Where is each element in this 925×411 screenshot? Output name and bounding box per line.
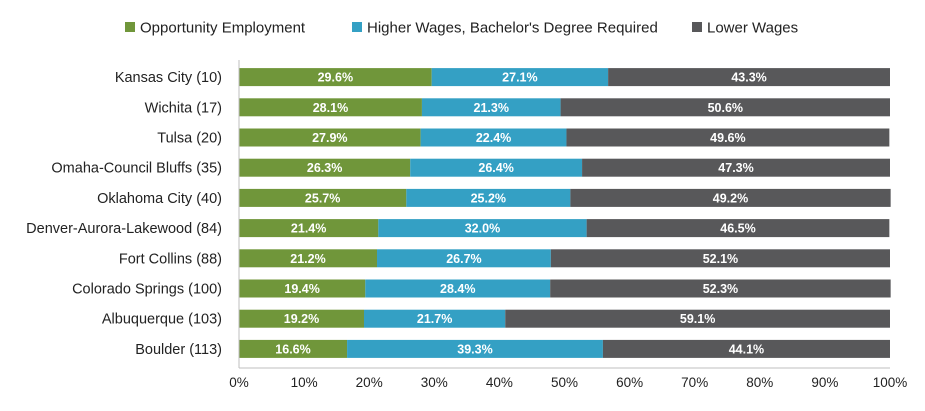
bar-segment: [550, 279, 891, 298]
legend-label: Opportunity Employment: [140, 20, 306, 37]
data-label: 32.0%: [465, 222, 500, 236]
bar-segment: [239, 158, 411, 177]
category-label: Omaha-Council Bluffs (35): [51, 161, 222, 177]
data-label: 28.4%: [440, 282, 475, 296]
x-tick-label: 10%: [291, 375, 318, 390]
data-label: 19.4%: [284, 282, 319, 296]
x-tick-label: 90%: [811, 375, 838, 390]
bar-segment: [347, 339, 603, 358]
data-label: 39.3%: [457, 342, 492, 356]
bar-segment: [239, 279, 366, 298]
bar-segment: [377, 249, 551, 268]
bar-segment: [421, 98, 561, 117]
x-tick-label: 30%: [421, 375, 448, 390]
data-label: 59.1%: [680, 312, 715, 326]
data-label: 21.2%: [290, 252, 325, 266]
legend: Opportunity Employment Higher Wages, Bach…: [125, 20, 798, 37]
bar-segment: [586, 219, 890, 238]
data-label: 47.3%: [718, 161, 753, 175]
x-tick-label: 20%: [356, 375, 383, 390]
bar-segment: [239, 128, 421, 147]
x-tick-label: 80%: [746, 375, 773, 390]
data-label: 52.3%: [703, 282, 738, 296]
legend-label: Lower Wages: [707, 20, 798, 37]
data-label: 25.7%: [305, 191, 340, 205]
bar-segment: [239, 219, 379, 238]
data-label: 50.6%: [708, 101, 743, 115]
bar-segment: [505, 309, 890, 328]
category-label: Wichita (17): [145, 100, 222, 116]
data-label: 22.4%: [476, 131, 511, 145]
bar-segment: [420, 128, 567, 147]
data-label: 26.4%: [478, 161, 513, 175]
data-label: 27.9%: [312, 131, 347, 145]
data-label: 49.2%: [713, 191, 748, 205]
x-tick-label: 70%: [681, 375, 708, 390]
bar-segment: [363, 309, 506, 328]
bar-segment: [239, 188, 407, 207]
data-label: 52.1%: [703, 252, 738, 266]
category-label: Kansas City (10): [115, 70, 222, 86]
bars: 29.6% 27.1% 43.3% 28.1% 21.3% 50.6% 27.9% 22.4%…: [239, 68, 891, 358]
bar-segment: [239, 68, 432, 87]
data-label: 21.3%: [474, 101, 509, 115]
data-label: 19.2%: [284, 312, 319, 326]
data-label: 28.1%: [313, 101, 348, 115]
category-label: Fort Collins (88): [119, 251, 222, 267]
bar-segment: [239, 309, 364, 328]
bar-segment: [570, 188, 891, 207]
data-label: 29.6%: [318, 71, 353, 85]
category-label: Colorado Springs (100): [72, 282, 222, 298]
category-label: Denver-Aurora-Lakewood (84): [26, 221, 222, 237]
legend-label: Higher Wages, Bachelor's Degree Required: [367, 20, 658, 37]
bar-segment: [602, 339, 890, 358]
data-label: 27.1%: [502, 71, 537, 85]
bar-segment: [582, 158, 890, 177]
bar-segment: [239, 249, 378, 268]
x-tick-label: 60%: [616, 375, 643, 390]
data-label: 25.2%: [471, 191, 506, 205]
data-label: 26.3%: [307, 161, 342, 175]
data-label: 46.5%: [720, 222, 755, 236]
category-label: Boulder (113): [135, 342, 222, 358]
data-label: 49.6%: [710, 131, 745, 145]
x-tick-label: 0%: [229, 375, 249, 390]
legend-swatch: [125, 22, 135, 32]
x-tick-label: 40%: [486, 375, 513, 390]
data-label: 44.1%: [729, 342, 764, 356]
legend-swatch: [352, 22, 362, 32]
category-label: Oklahoma City (40): [97, 191, 222, 207]
data-label: 21.4%: [291, 222, 326, 236]
x-tick-label: 100%: [873, 375, 908, 390]
bar-segment: [560, 98, 890, 117]
data-label: 16.6%: [275, 342, 310, 356]
data-label: 21.7%: [417, 312, 452, 326]
bar-segment: [239, 339, 348, 358]
bar-segment: [431, 68, 609, 87]
data-label: 26.7%: [446, 252, 481, 266]
x-tick-label: 50%: [551, 375, 578, 390]
category-labels: Kansas City (10) Wichita (17) Tulsa (20) Om…: [26, 70, 222, 358]
bar-segment: [608, 68, 890, 87]
data-label: 43.3%: [731, 71, 766, 85]
legend-swatch: [692, 22, 702, 32]
bar-segment: [550, 249, 890, 268]
category-label: Albuquerque (103): [102, 312, 222, 328]
bar-segment: [406, 188, 571, 207]
category-label: Tulsa (20): [157, 131, 222, 147]
bar-segment: [410, 158, 583, 177]
bar-segment: [365, 279, 551, 298]
bar-segment: [239, 98, 422, 117]
x-axis: 0% 10% 20% 30% 40% 50% 60% 70% 80% 90% 100%: [229, 60, 907, 390]
bar-segment: [378, 219, 587, 238]
bar-segment: [566, 128, 890, 147]
